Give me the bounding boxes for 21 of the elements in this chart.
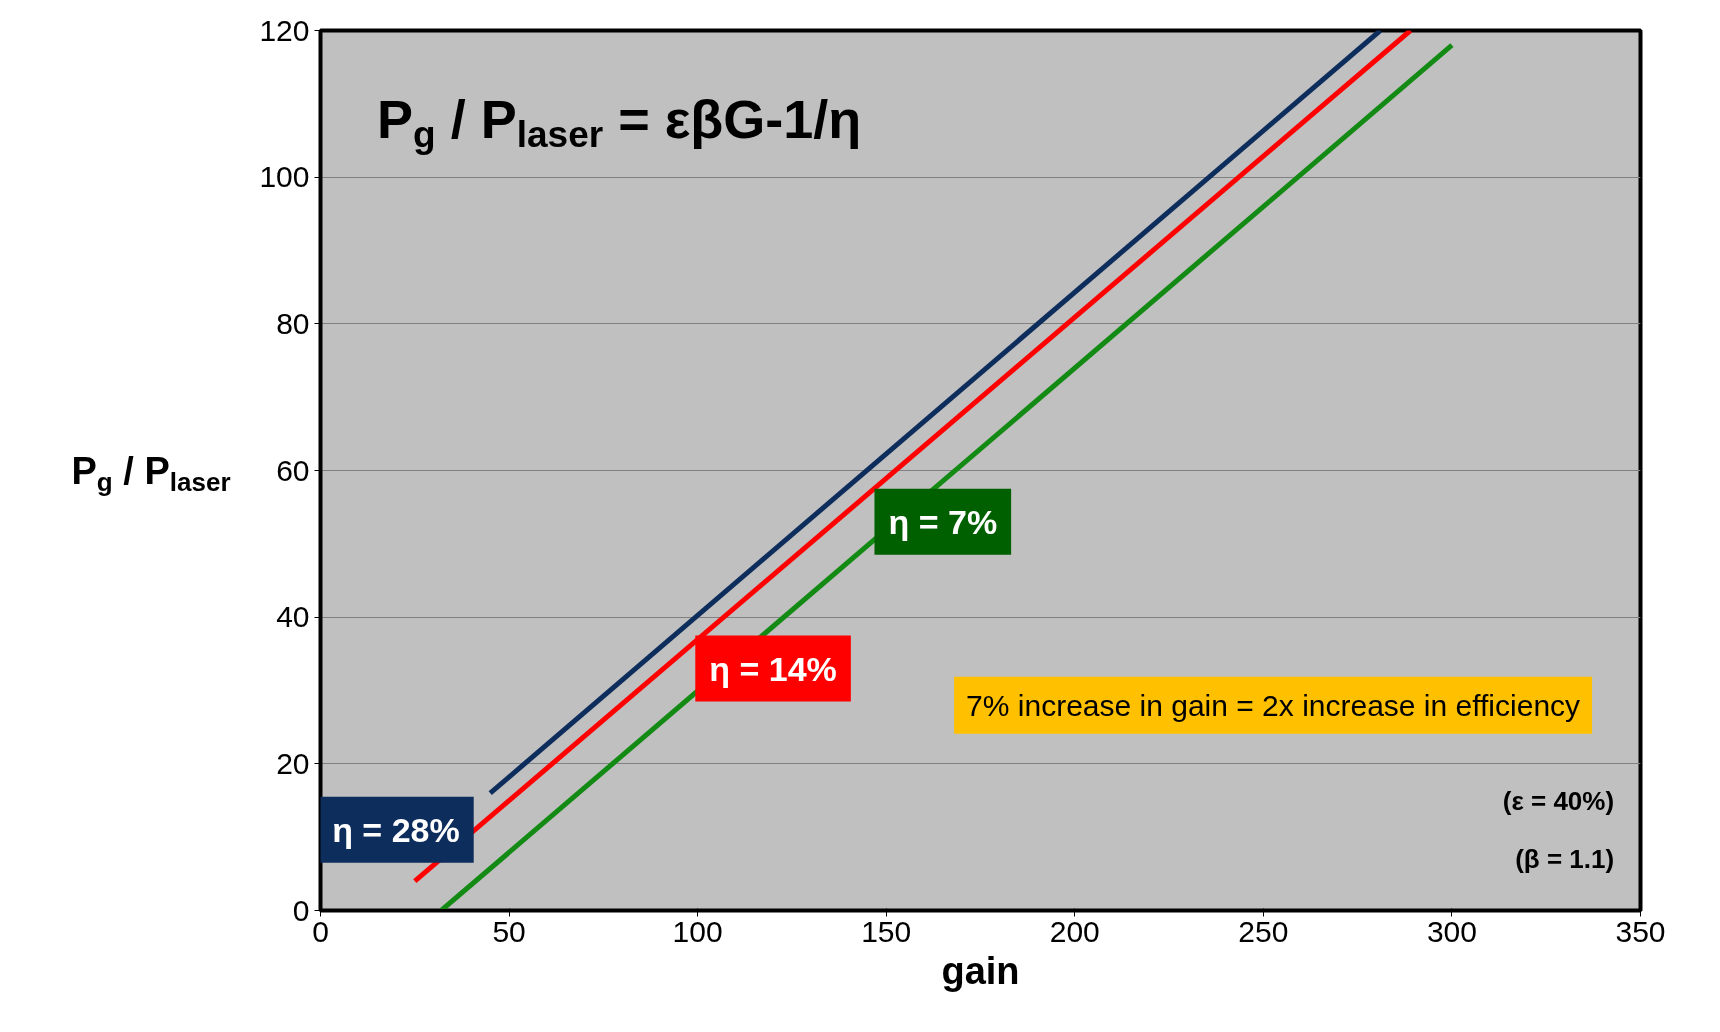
series-label: η = 14% — [709, 649, 837, 688]
y-tick-label: 80 — [276, 306, 310, 340]
y-tick-label: 120 — [259, 13, 310, 47]
y-tick-label: 100 — [259, 160, 310, 194]
x-tick-label: 200 — [1049, 914, 1100, 948]
annotation: 7% increase in gain = 2x increase in efficiency — [966, 688, 1581, 722]
x-tick-label: 250 — [1238, 914, 1289, 948]
y-tick-label: 60 — [276, 453, 310, 487]
x-tick-label: 100 — [672, 914, 723, 948]
series-label: η = 7% — [888, 502, 998, 541]
annotation: (ε = 40%) — [1502, 785, 1615, 816]
y-tick-label: 40 — [276, 600, 310, 634]
x-tick-label: 150 — [861, 914, 912, 948]
x-tick-label: 300 — [1426, 914, 1477, 948]
y-tick-label: 20 — [276, 746, 310, 780]
annotation: (β = 1.1) — [1515, 844, 1615, 875]
series-label: η = 28% — [332, 810, 460, 849]
x-tick-label: 350 — [1615, 914, 1666, 948]
y-tick-label: 0 — [292, 893, 310, 927]
x-tick-label: 50 — [492, 914, 526, 948]
x-axis-title: gain — [941, 949, 1020, 992]
